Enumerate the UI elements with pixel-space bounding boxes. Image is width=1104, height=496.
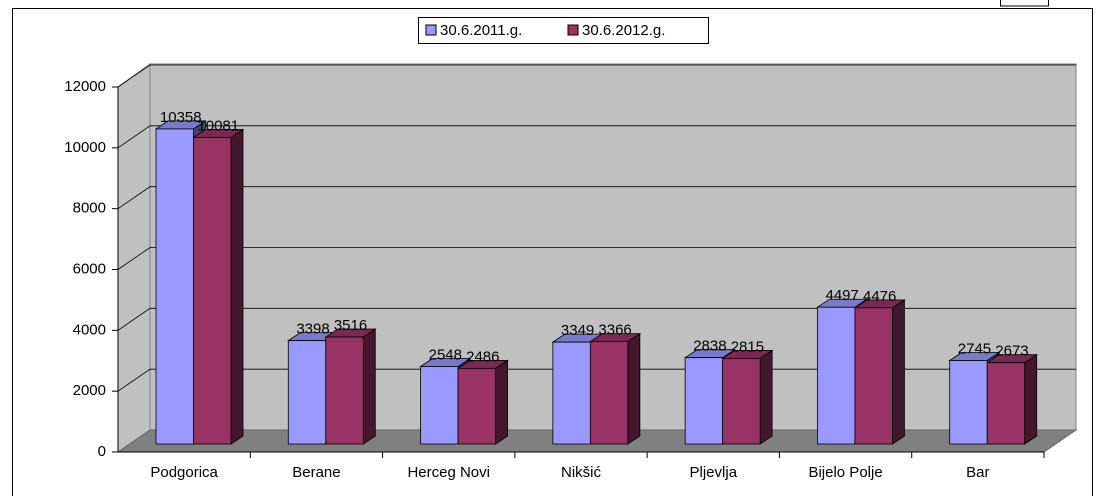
bar xyxy=(193,136,232,445)
bar-side xyxy=(362,328,376,445)
x-tick-label: Bijelo Polje xyxy=(808,464,882,481)
y-tick-label: 10000 xyxy=(64,139,106,156)
data-label: 10081 xyxy=(197,117,239,134)
bar xyxy=(552,341,591,445)
bar xyxy=(684,357,724,445)
data-label: 10358 xyxy=(160,109,202,126)
legend-items: 30.6.2011.g. 30.6.2012.g. xyxy=(425,22,665,39)
bar-side xyxy=(230,128,244,445)
data-label: 2815 xyxy=(731,338,764,355)
bar xyxy=(986,362,1026,445)
bar-side xyxy=(495,359,508,445)
grid-line xyxy=(117,186,1076,209)
y-tick-label: 2000 xyxy=(73,382,106,399)
y-tick-label: 8000 xyxy=(73,200,106,217)
bar xyxy=(589,341,629,445)
y-tick-label: 6000 xyxy=(73,260,106,277)
data-label: 2673 xyxy=(995,343,1028,360)
y-tick-label: 0 xyxy=(98,443,106,460)
bar xyxy=(420,366,459,445)
x-tick-label: Herceg Novi xyxy=(407,464,490,481)
grid xyxy=(117,64,1076,392)
y-tick-label: 12000 xyxy=(64,78,106,95)
bar xyxy=(287,340,327,445)
bar xyxy=(155,128,194,445)
bar xyxy=(325,336,364,445)
frame-corner xyxy=(1000,0,1049,7)
bar-side xyxy=(892,299,905,445)
data-label: 3516 xyxy=(334,317,367,334)
legend-swatch xyxy=(567,24,579,36)
legend xyxy=(418,17,709,44)
x-tick-label: Pljevlja xyxy=(690,464,738,481)
bar xyxy=(817,306,856,445)
data-label: 2745 xyxy=(958,340,991,357)
x-tick-label: Bar xyxy=(966,464,989,481)
data-label: 3366 xyxy=(598,322,631,339)
grid-line xyxy=(117,247,1076,270)
data-label: 2838 xyxy=(693,338,726,355)
data-label: 4497 xyxy=(825,287,858,304)
bar xyxy=(949,360,988,445)
grid-line xyxy=(117,64,1076,88)
side-wall xyxy=(117,63,151,453)
bar xyxy=(457,367,496,445)
x-tick-label: Nikšić xyxy=(561,464,601,481)
bar-side xyxy=(759,349,773,445)
bar xyxy=(854,307,893,445)
legend-label: 30.6.2011.g. xyxy=(440,22,522,39)
legend-swatch xyxy=(425,24,437,36)
x-tick-label: Berane xyxy=(292,464,340,481)
grid-line xyxy=(117,125,1076,149)
legend-label: 30.6.2012.g. xyxy=(582,22,665,39)
data-label: 3398 xyxy=(296,321,329,338)
grid-line xyxy=(117,307,1076,331)
bar-side xyxy=(627,332,641,445)
data-label: 4476 xyxy=(863,288,896,305)
data-label: 2486 xyxy=(466,348,499,365)
y-tick-label: 4000 xyxy=(73,321,106,338)
data-label: 3349 xyxy=(561,322,594,339)
data-label: 2548 xyxy=(429,346,462,363)
bar-side xyxy=(1024,353,1038,445)
bar xyxy=(722,357,761,445)
x-tick-label: Podgorica xyxy=(150,464,218,481)
